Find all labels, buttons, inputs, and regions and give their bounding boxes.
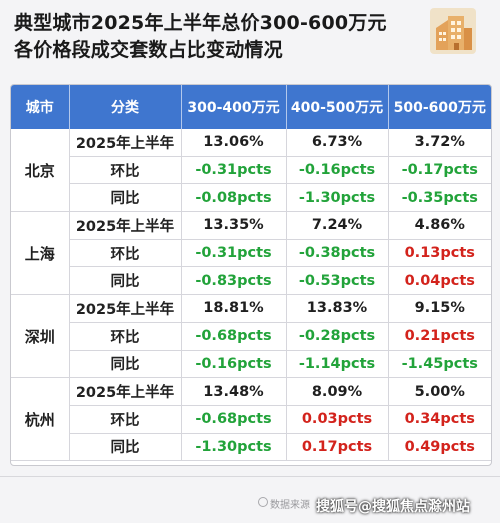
value-cell: 18.81% — [181, 294, 287, 323]
value-cell: -1.30pcts — [286, 183, 389, 213]
value-cell: 13.48% — [181, 377, 287, 406]
city-cell: 深圳 — [11, 294, 70, 379]
value-cell: 0.04pcts — [388, 266, 491, 296]
value-cell: 0.49pcts — [388, 433, 491, 462]
value-cell: 13.06% — [181, 129, 287, 157]
value-cell: 0.03pcts — [286, 405, 389, 434]
category-cell: 同比 — [69, 350, 182, 379]
value-cell: -0.35pcts — [388, 183, 491, 213]
category-cell: 环比 — [69, 156, 182, 185]
value-cell: -0.68pcts — [181, 322, 287, 351]
table-row: 环比 -0.68pcts -0.28pcts 0.21pcts — [11, 322, 491, 351]
value-cell: 0.34pcts — [388, 405, 491, 434]
value-cell: -0.83pcts — [181, 266, 287, 296]
value-cell: -0.16pcts — [286, 156, 389, 185]
header: 典型城市2025年上半年总价300-600万元 各价格段成交套数占比变动情况 — [0, 0, 500, 78]
table-row: 同比 -0.83pcts -0.53pcts 0.04pcts — [11, 266, 491, 296]
category-cell: 环比 — [69, 322, 182, 351]
value-cell: -0.53pcts — [286, 266, 389, 296]
category-cell: 2025年上半年 — [69, 294, 182, 323]
watermark: 搜狐号@搜狐焦点滁州站 — [316, 499, 470, 515]
source-text: 数据来源 — [270, 500, 310, 511]
value-cell: -0.08pcts — [181, 183, 287, 213]
value-cell: 4.86% — [388, 211, 491, 240]
value-cell: 13.83% — [286, 294, 389, 323]
table-header-row: 城市 分类 300-400万元 400-500万元 500-600万元 — [11, 85, 491, 129]
value-cell: 9.15% — [388, 294, 491, 323]
value-cell: 3.72% — [388, 129, 491, 157]
category-cell: 2025年上半年 — [69, 377, 182, 406]
header-400-500: 400-500万元 — [286, 85, 389, 129]
value-cell: -0.31pcts — [181, 156, 287, 185]
value-cell: -0.28pcts — [286, 322, 389, 351]
value-cell: -0.31pcts — [181, 239, 287, 268]
table-row: 北京 2025年上半年 13.06% 6.73% 3.72% — [11, 129, 491, 213]
title-line-1: 典型城市2025年上半年总价300-600万元 — [14, 12, 387, 34]
info-icon — [258, 497, 268, 507]
value-cell: -1.30pcts — [181, 433, 287, 462]
header-300-400: 300-400万元 — [181, 85, 287, 129]
category-cell: 同比 — [69, 433, 182, 462]
city-cell: 杭州 — [11, 377, 70, 462]
category-cell: 环比 — [69, 405, 182, 434]
category-cell: 2025年上半年 — [69, 129, 182, 157]
building-icon — [430, 8, 476, 54]
title-line-2: 各价格段成交套数占比变动情况 — [14, 39, 283, 61]
value-cell: -0.16pcts — [181, 350, 287, 379]
footer-divider — [0, 476, 500, 477]
table-row: 环比 -0.31pcts -0.16pcts -0.17pcts — [11, 156, 491, 185]
table-row: 同比 -1.30pcts 0.17pcts 0.49pcts — [11, 433, 491, 462]
value-cell: -0.68pcts — [181, 405, 287, 434]
city-cell: 北京 — [11, 129, 70, 213]
value-cell: 8.09% — [286, 377, 389, 406]
header-category: 分类 — [69, 85, 182, 129]
category-cell: 同比 — [69, 266, 182, 296]
table-row: 杭州 2025年上半年 13.48% 8.09% 5.00% — [11, 377, 491, 462]
value-cell: -1.45pcts — [388, 350, 491, 379]
value-cell: -0.38pcts — [286, 239, 389, 268]
page-title: 典型城市2025年上半年总价300-600万元 各价格段成交套数占比变动情况 — [14, 10, 387, 64]
city-cell: 上海 — [11, 211, 70, 296]
value-cell: 0.13pcts — [388, 239, 491, 268]
table-row: 深圳 2025年上半年 18.81% 13.83% 9.15% — [11, 294, 491, 379]
table-row: 环比 -0.31pcts -0.38pcts 0.13pcts — [11, 239, 491, 268]
value-cell: -1.14pcts — [286, 350, 389, 379]
value-cell: 13.35% — [181, 211, 287, 240]
category-cell: 环比 — [69, 239, 182, 268]
table-row: 同比 -0.08pcts -1.30pcts -0.35pcts — [11, 183, 491, 213]
data-table: 城市 分类 300-400万元 400-500万元 500-600万元 北京 20… — [10, 84, 492, 466]
value-cell: 7.24% — [286, 211, 389, 240]
table-row: 环比 -0.68pcts 0.03pcts 0.34pcts — [11, 405, 491, 434]
value-cell: 0.17pcts — [286, 433, 389, 462]
table-row: 上海 2025年上半年 13.35% 7.24% 4.86% — [11, 211, 491, 296]
value-cell: 5.00% — [388, 377, 491, 406]
table-row: 同比 -0.16pcts -1.14pcts -1.45pcts — [11, 350, 491, 379]
value-cell: 0.21pcts — [388, 322, 491, 351]
header-city: 城市 — [11, 85, 70, 129]
header-500-600: 500-600万元 — [388, 85, 491, 129]
category-cell: 同比 — [69, 183, 182, 213]
category-cell: 2025年上半年 — [69, 211, 182, 240]
value-cell: -0.17pcts — [388, 156, 491, 185]
value-cell: 6.73% — [286, 129, 389, 157]
